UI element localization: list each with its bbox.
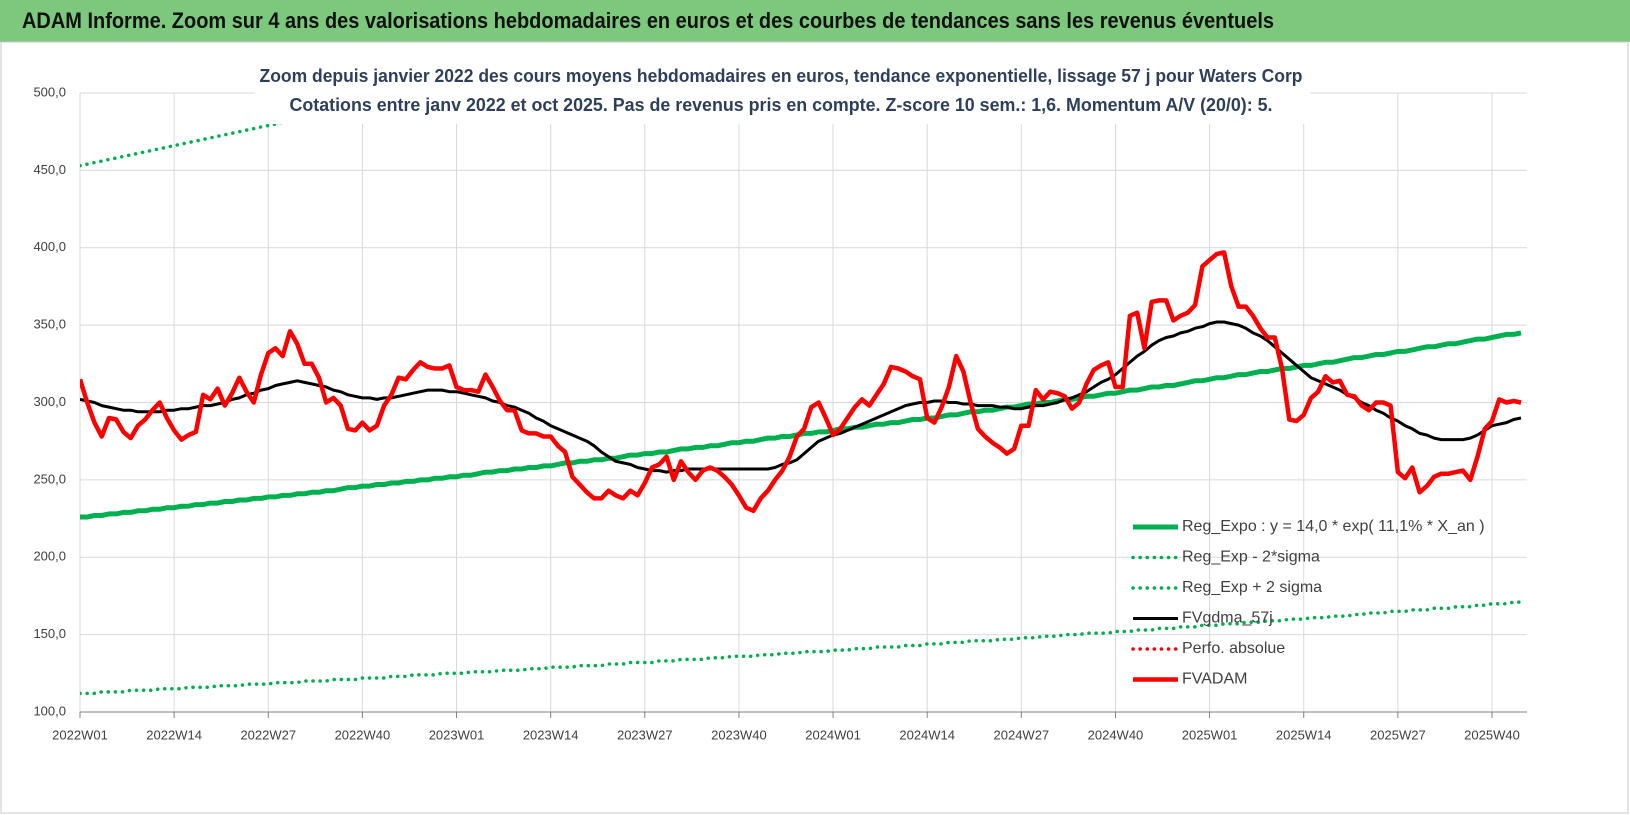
x-tick-label: 2024W27 [994,727,1050,742]
legend-label: FVgdma_57j [1182,610,1273,627]
y-tick-label: 350,0 [33,317,66,332]
y-tick-label: 500,0 [33,84,66,99]
x-tick-label: 2022W14 [146,727,202,742]
x-tick-label: 2024W14 [899,727,955,742]
header-bar [0,0,1630,42]
x-tick-label: 2022W40 [335,727,391,742]
y-tick-label: 300,0 [33,394,66,409]
x-tick-label: 2023W27 [617,727,673,742]
title-background [255,58,1310,124]
x-tick-label: 2025W27 [1370,727,1426,742]
frame [0,41,1629,814]
series-line [80,250,1522,514]
series-line [80,600,1523,696]
y-tick-label: 400,0 [33,239,66,254]
legend-label: FVADAM [1182,671,1247,688]
legend-label: Reg_Expo : y = 14,0 * exp( 11,1% * X_an … [1182,518,1485,535]
legend: Reg_Expo : y = 14,0 * exp( 11,1% * X_an … [1131,518,1485,688]
chart-subtitle: Cotations entre janv 2022 et oct 2025. P… [290,95,1273,115]
y-tick-label: 450,0 [33,162,66,177]
x-tick-label: 2025W14 [1276,727,1332,742]
header-title: ADAM Informe. Zoom sur 4 ans des valoris… [22,8,1274,33]
legend-label: Reg_Exp + 2 sigma [1182,579,1322,596]
chart-title: Zoom depuis janvier 2022 des cours moyen… [260,66,1303,86]
x-tick-label: 2023W40 [711,727,767,742]
x-tick-label: 2025W40 [1464,727,1520,742]
x-tick-label: 2023W01 [429,727,485,742]
legend-label: Perfo. absolue [1182,640,1285,657]
y-tick-label: 150,0 [33,626,66,641]
x-tick-label: 2022W27 [240,727,296,742]
legend-label: Reg_Exp - 2*sigma [1182,549,1320,566]
series-layer [80,90,1523,696]
y-tick-label: 200,0 [33,549,66,564]
x-tick-label: 2024W01 [805,727,861,742]
y-tick-label: 250,0 [33,471,66,486]
x-tick-label: 2023W14 [523,727,579,742]
x-tick-label: 2024W40 [1088,727,1144,742]
x-tick-label: 2022W01 [52,727,108,742]
y-tick-label: 100,0 [33,703,66,718]
x-tick-label: 2025W01 [1182,727,1238,742]
